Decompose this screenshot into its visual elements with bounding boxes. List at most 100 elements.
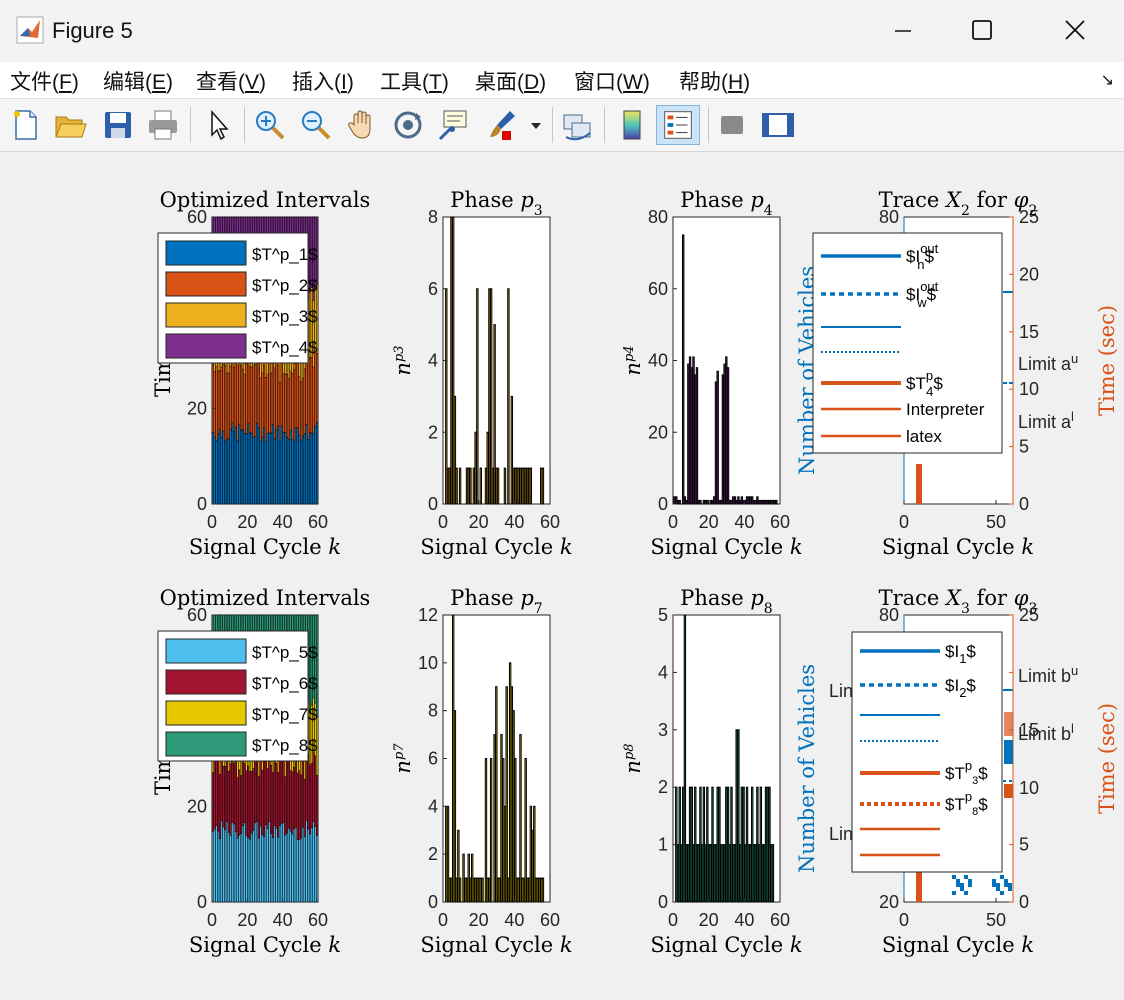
y-tick-label: 60 — [187, 207, 207, 227]
bar — [737, 729, 740, 903]
bar-segment — [250, 432, 253, 505]
trace-marker — [992, 883, 996, 887]
x-tick-label: 60 — [770, 512, 790, 532]
menu-view[interactable]: 查看(V) — [196, 71, 267, 94]
show-plot-tools-icon[interactable] — [760, 107, 796, 143]
bar-segment — [262, 364, 266, 428]
menu-bar: 文件(F) 编辑(E) 查看(V) 插入(I) 工具(T) 桌面(D) 窗口(W… — [0, 62, 1124, 99]
bar — [711, 499, 714, 505]
bar-segment — [271, 772, 275, 838]
bar-segment — [229, 428, 232, 505]
bar — [683, 614, 687, 903]
bar-segment — [232, 431, 236, 505]
bar-segment — [247, 359, 250, 424]
open-file-icon[interactable] — [52, 107, 88, 143]
bar — [678, 499, 681, 505]
bar-segment — [236, 777, 239, 839]
bar-segment — [213, 759, 216, 830]
menu-edit[interactable]: 编辑(E) — [103, 71, 174, 94]
bar — [770, 844, 773, 903]
dock-figure-icon[interactable]: ↘ — [1100, 72, 1114, 89]
bar-segment — [270, 833, 273, 903]
bar-segment — [287, 760, 290, 829]
bar-segment — [289, 830, 292, 903]
colorbar-icon[interactable] — [614, 107, 650, 143]
bar — [510, 395, 514, 505]
trace-marker — [996, 887, 1000, 891]
legend-entry: $T^p_7$ — [252, 705, 318, 724]
data-cursor-icon[interactable] — [436, 107, 472, 143]
bar-segment — [314, 755, 317, 828]
bar-segment — [234, 426, 237, 505]
zoom-out-icon[interactable] — [298, 107, 334, 143]
y-axis-label: np3 — [391, 345, 415, 375]
bar-segment — [278, 750, 282, 826]
trace-marker — [992, 879, 996, 883]
trace-marker — [1004, 740, 1013, 764]
bar — [702, 499, 706, 505]
menu-desktop[interactable]: 桌面(D) — [475, 71, 547, 94]
bar — [704, 844, 707, 903]
menu-window[interactable]: 窗口(W) — [574, 71, 650, 94]
bar-segment — [215, 440, 218, 505]
link-plot-icon[interactable] — [560, 107, 596, 143]
bar-segment — [315, 614, 319, 717]
bar — [761, 499, 764, 505]
bar-segment — [285, 832, 289, 903]
bar-segment — [315, 834, 319, 903]
x-tick-label: 40 — [273, 512, 293, 532]
x-axis-label: Signal Cycle k — [420, 535, 572, 559]
menu-help[interactable]: 帮助(H) — [679, 71, 751, 94]
brush-dropdown-icon[interactable] — [526, 107, 546, 143]
bar-segment — [240, 430, 243, 505]
legend-icon[interactable] — [656, 105, 700, 145]
legend-swatch — [165, 271, 247, 297]
menu-insert[interactable]: 插入(I) — [292, 71, 354, 94]
y-right-tick-label: 20 — [1019, 264, 1039, 284]
bar-segment — [282, 432, 285, 505]
menu-tools[interactable]: 工具(T) — [380, 71, 449, 94]
toolbar-separator — [708, 107, 709, 143]
minimize-button[interactable] — [875, 10, 931, 52]
bar — [711, 786, 714, 903]
legend-swatch — [165, 302, 247, 328]
bar-segment — [252, 768, 255, 831]
bar-segment — [291, 372, 294, 440]
bar-segment — [270, 372, 273, 434]
x-tick-label: 60 — [770, 910, 790, 930]
brush-icon[interactable] — [484, 107, 520, 143]
pointer-icon[interactable] — [200, 107, 236, 143]
x-tick-label: 20 — [699, 910, 719, 930]
print-icon[interactable] — [145, 107, 181, 143]
trace-marker — [960, 887, 964, 891]
close-button[interactable] — [1047, 10, 1103, 52]
trace-marker — [968, 879, 972, 883]
bar — [702, 786, 706, 903]
bar — [732, 496, 735, 505]
menu-file[interactable]: 文件(F) — [10, 71, 79, 94]
bar-segment — [280, 823, 283, 903]
bar-segment — [231, 753, 234, 823]
bar-segment — [312, 821, 315, 903]
y-tick-label: 12 — [418, 605, 438, 625]
bar-segment — [303, 836, 306, 903]
bar-segment — [217, 433, 220, 505]
bar-segment — [305, 424, 308, 505]
bar-segment — [266, 433, 269, 505]
rotate-3d-icon[interactable] — [390, 107, 426, 143]
bar-segment — [257, 776, 260, 839]
save-icon[interactable] — [100, 107, 136, 143]
bar — [709, 499, 712, 505]
bar — [472, 467, 476, 505]
hide-plot-tools-icon[interactable] — [714, 107, 750, 143]
y-left-tick-label: 20 — [879, 892, 899, 912]
y-tick-label: 20 — [187, 398, 207, 418]
bar-segment — [301, 435, 305, 505]
window-titlebar: Figure 5 — [0, 0, 1124, 62]
maximize-button[interactable] — [954, 10, 1010, 52]
y-right-tick-label: 15 — [1019, 322, 1039, 342]
x-tick-label: 0 — [438, 910, 448, 930]
zoom-in-icon[interactable] — [252, 107, 288, 143]
pan-hand-icon[interactable] — [344, 107, 380, 143]
new-figure-icon[interactable] — [8, 107, 44, 143]
